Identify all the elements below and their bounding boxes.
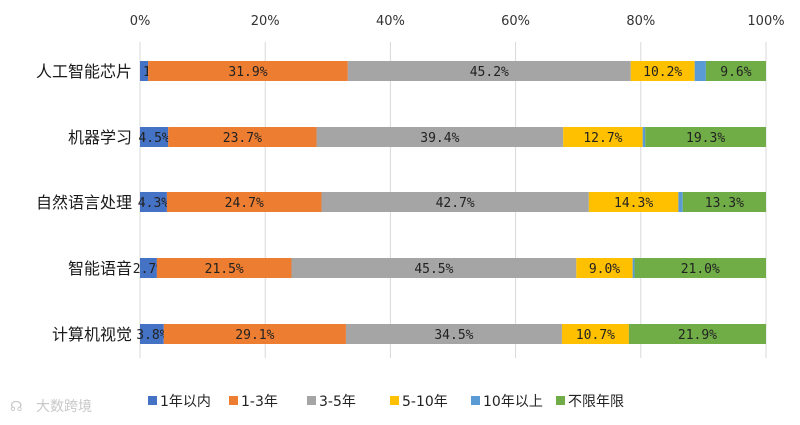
data-label: 9.0% [589,262,620,277]
bar-segment [345,324,562,344]
x-tick-label: 40% [376,14,405,29]
bar-segment [634,258,766,278]
bar-segment [588,192,679,212]
data-label: 3.8% [136,328,167,343]
bar-segment [163,324,346,344]
bar-segment [694,61,706,81]
category-label: 人工智能芯片 [36,62,132,81]
data-label: 21.0% [681,262,720,277]
bar-segment [166,192,322,212]
legend-label: 3-5年 [319,394,356,410]
category-label: 自然语言处理 [36,193,132,212]
bar-segment [321,192,589,212]
bar-segment [140,61,149,81]
data-label: 14.3% [614,196,653,211]
watermark: ☊ 大数跨境 [10,399,92,415]
category-label: 智能语音 [68,259,132,278]
bar-segment [678,192,683,212]
bar-segment [140,192,167,212]
category-label: 机器学习 [68,128,132,147]
bar-segment [140,127,169,147]
bar-segment [628,324,766,344]
legend-swatch [229,396,238,405]
bar-segment [140,258,157,278]
data-label: 10.2% [643,65,682,80]
watermark-text: 大数跨境 [36,399,92,415]
data-label: 12.7% [583,131,622,146]
data-label: 19.3% [686,131,725,146]
x-axis-ticks: 0% 20% 40% 60% 80% 100% [130,14,785,29]
bar-segment [576,258,633,278]
legend-label: 10年以上 [483,394,543,410]
bar-segment [632,258,635,278]
data-label: 2.7% [133,262,164,277]
data-label: 9.6% [720,65,751,80]
data-label: 10.7% [576,328,615,343]
bar-segment [682,192,766,212]
bar-segment [148,61,348,81]
bar-segment [168,127,317,147]
legend-swatch [556,396,565,405]
bar-segment [156,258,292,278]
category-label: 计算机视觉 [52,325,132,344]
bar-segment [291,258,577,278]
bar-segment [705,61,766,81]
legend-swatch [307,396,316,405]
data-label: 24.7% [225,196,264,211]
data-label: 31.9% [228,65,267,80]
legend-swatch [390,396,399,405]
bar-segment [563,127,643,147]
bar-segment [316,127,564,147]
data-label: 39.4% [420,131,459,146]
data-label: 29.1% [235,328,274,343]
data-label: 13.3% [705,196,744,211]
data-label: 4.3% [138,196,169,211]
data-label: 4.5% [138,131,169,146]
x-tick-label: 80% [626,14,655,29]
bar-segment [642,127,646,147]
bars: 1.3%31.9%45.2%10.2%9.6%4.5%23.7%39.4%12.… [133,61,766,344]
data-label: 23.7% [223,131,262,146]
bar-segment [645,127,766,147]
x-tick-label: 100% [747,14,784,29]
data-label: 45.2% [470,65,509,80]
x-tick-label: 60% [501,14,530,29]
legend-label: 不限年限 [568,394,624,410]
data-label: 21.9% [678,328,717,343]
legend-label: 1-3年 [241,394,278,410]
x-tick-label: 0% [130,14,151,29]
bar-segment [347,61,631,81]
data-label: 21.5% [205,262,244,277]
legend-swatch [471,396,480,405]
x-tick-label: 20% [251,14,280,29]
legend-label: 1年以内 [160,394,211,410]
legend: 1年以内 1-3年 3-5年 5-10年 10年以上 不限年限 [148,394,624,410]
data-label: 42.7% [436,196,475,211]
watermark-icon: ☊ [10,399,22,415]
data-label: 34.5% [434,328,473,343]
legend-swatch [148,396,157,405]
bar-segment [630,61,695,81]
bar-segment [561,324,629,344]
bar-segment [140,324,164,344]
data-label: 45.5% [414,262,453,277]
legend-label: 5-10年 [402,394,448,410]
